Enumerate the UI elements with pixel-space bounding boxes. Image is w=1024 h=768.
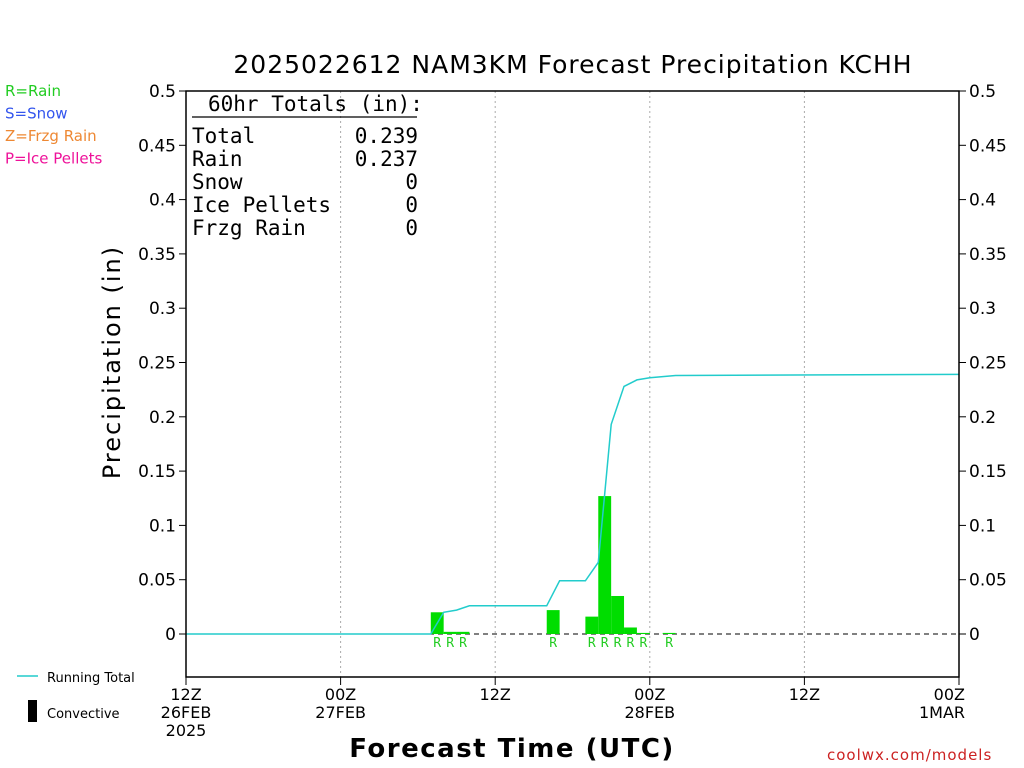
- totals-row-label: Total: [192, 124, 255, 148]
- precip-bar: [611, 595, 625, 634]
- precip-type-mark: R: [665, 636, 673, 651]
- y-tick-label-left: 0.3: [149, 299, 176, 319]
- y-tick-label-left: 0: [165, 625, 176, 645]
- precip-bar: [585, 616, 599, 634]
- y-tick-label-right: 0.4: [969, 191, 996, 211]
- precip-type-mark: R: [639, 636, 647, 651]
- precip-bar: [443, 631, 457, 634]
- y-tick-label-left: 0.1: [149, 516, 176, 536]
- precip-bars: [430, 496, 676, 634]
- x-tick-label: 00Z: [325, 685, 356, 704]
- totals-row-label: Ice Pellets: [192, 193, 331, 217]
- x-tick-label: 27FEB: [315, 703, 366, 722]
- credit-text: coolwx.com/models: [827, 746, 993, 764]
- precip-bar: [624, 627, 637, 634]
- y-tick-label-right: 0.15: [969, 462, 1007, 482]
- precip-type-mark: R: [614, 636, 622, 651]
- convective-swatch: [28, 700, 37, 722]
- x-tick-label: 00Z: [634, 685, 665, 704]
- y-tick-label-left: 0.05: [138, 571, 176, 591]
- totals-row-label: Rain: [192, 147, 243, 171]
- precip-bar: [546, 610, 560, 634]
- y-tick-label-left: 0.2: [149, 408, 176, 428]
- running-total-legend-label: Running Total: [47, 671, 135, 686]
- running-total-line: [186, 373, 960, 635]
- precip-type-legend-item: R=Rain: [5, 82, 61, 100]
- x-tick-label: 2025: [166, 721, 207, 740]
- precip-type-mark: R: [627, 636, 635, 651]
- running-total-layer: [186, 373, 960, 635]
- x-tick-label: 00Z: [934, 685, 965, 704]
- bottom-legend: Running Total Convective: [17, 671, 135, 722]
- y-tick-label-right: 0.45: [969, 136, 1007, 156]
- y-tick-label-left: 0.4: [149, 191, 176, 211]
- precip-bar: [662, 632, 676, 634]
- precip-type-mark: R: [433, 636, 441, 651]
- x-tick-label: 12Z: [170, 685, 201, 704]
- totals-box: 60hr Totals (in): Total 0.239 Rain 0.237 Snow…: [192, 92, 423, 240]
- precip-type-mark: R: [549, 636, 557, 651]
- precip-type-mark: R: [446, 636, 454, 651]
- x-tick-label: 12Z: [789, 685, 820, 704]
- y-tick-label-right: 0.3: [969, 299, 996, 319]
- y-tick-label-right: 0.35: [969, 245, 1007, 265]
- y-tick-label-right: 0: [969, 625, 980, 645]
- x-tick-label: 12Z: [480, 685, 511, 704]
- precip-type-legend-item: P=Ice Pellets: [5, 150, 102, 168]
- totals-row-value: 0: [405, 216, 418, 240]
- y-tick-label-left: 0.5: [149, 82, 176, 102]
- y-tick-label-right: 0.05: [969, 571, 1007, 591]
- totals-row-value: 0: [405, 193, 418, 217]
- y-tick-label-left: 0.15: [138, 462, 176, 482]
- precip-type-legend-item: S=Snow: [5, 105, 68, 123]
- precip-bar: [456, 631, 470, 634]
- y-axis: 0 00.05 0.050.1 0.10.15 0.150.2 0.20.25 0.250.…: [138, 82, 1007, 645]
- x-tick-label: 1MAR: [919, 703, 965, 722]
- y-tick-label-left: 0.35: [138, 245, 176, 265]
- precip-type-mark: R: [588, 636, 596, 651]
- totals-row-value: 0: [405, 170, 418, 194]
- convective-legend-label: Convective: [47, 707, 120, 722]
- precip-bar: [598, 496, 612, 634]
- x-tick-label: 28FEB: [624, 703, 675, 722]
- y-tick-label-right: 0.25: [969, 354, 1007, 374]
- chart-title: 2025022612 NAM3KM Forecast Precipitation…: [233, 50, 913, 79]
- totals-row-label: Frzg Rain: [192, 216, 306, 240]
- totals-row-label: Snow: [192, 170, 243, 194]
- y-tick-label-left: 0.25: [138, 354, 176, 374]
- plot-frame: [185, 90, 960, 678]
- totals-row-value: 0.237: [355, 147, 418, 171]
- precip-type-legend: R=Rain S=Snow Z=Frzg Rain P=Ice Pellets: [5, 82, 102, 168]
- x-axis-label: Forecast Time (UTC): [349, 734, 675, 764]
- grid-lines: [186, 91, 959, 677]
- y-tick-label-left: 0.45: [138, 136, 176, 156]
- y-tick-label-right: 0.2: [969, 408, 996, 428]
- totals-row-value: 0.239: [355, 124, 418, 148]
- totals-heading: 60hr Totals (in):: [208, 92, 423, 116]
- precip-type-mark: R: [459, 636, 467, 651]
- precip-bar: [636, 632, 650, 634]
- y-tick-label-right: 0.5: [969, 82, 996, 102]
- x-tick-label: 26FEB: [161, 703, 212, 722]
- y-axis-label: Precipitation (in): [98, 244, 126, 480]
- precip-type-legend-item: Z=Frzg Rain: [5, 127, 97, 145]
- y-tick-label-right: 0.1: [969, 516, 996, 536]
- precip-type-mark: R: [601, 636, 609, 651]
